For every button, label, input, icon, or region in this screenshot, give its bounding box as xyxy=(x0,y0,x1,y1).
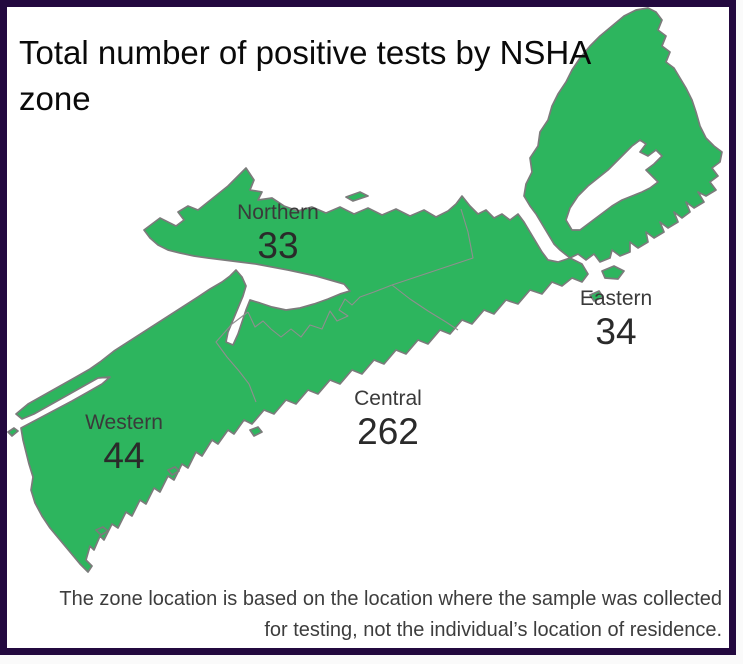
zone-value: 262 xyxy=(357,411,419,452)
zone-boundary-western-central xyxy=(215,311,257,403)
page-title: Total number of positive tests by NSHA z… xyxy=(19,34,590,117)
cape-breton-shape xyxy=(523,7,723,263)
zone-name: Western xyxy=(85,411,163,434)
zone-label-northern: Northern 33 xyxy=(203,200,353,266)
zone-boundary-northern-central xyxy=(247,284,393,338)
zone-label-central: Central 262 xyxy=(313,386,463,452)
footnote: The zone location is based on the locati… xyxy=(17,584,722,646)
zone-value: 44 xyxy=(103,435,145,476)
zone-label-western: Western 44 xyxy=(49,410,199,476)
zone-name: Eastern xyxy=(579,287,653,310)
zone-value: 33 xyxy=(257,225,299,266)
zone-boundary-central-eastern xyxy=(391,284,459,331)
small-islands xyxy=(7,191,625,536)
zone-boundary-northern-eastern xyxy=(391,208,474,286)
zone-value: 34 xyxy=(595,311,637,352)
zone-name: Northern xyxy=(237,201,319,224)
footnote-line-2: for testing, not the individual’s locati… xyxy=(264,619,722,641)
footnote-line-1: The zone location is based on the locati… xyxy=(59,588,722,610)
zone-label-eastern: Eastern 34 xyxy=(541,286,691,352)
mainland-shape xyxy=(15,167,589,573)
zone-name: Central xyxy=(354,387,422,410)
